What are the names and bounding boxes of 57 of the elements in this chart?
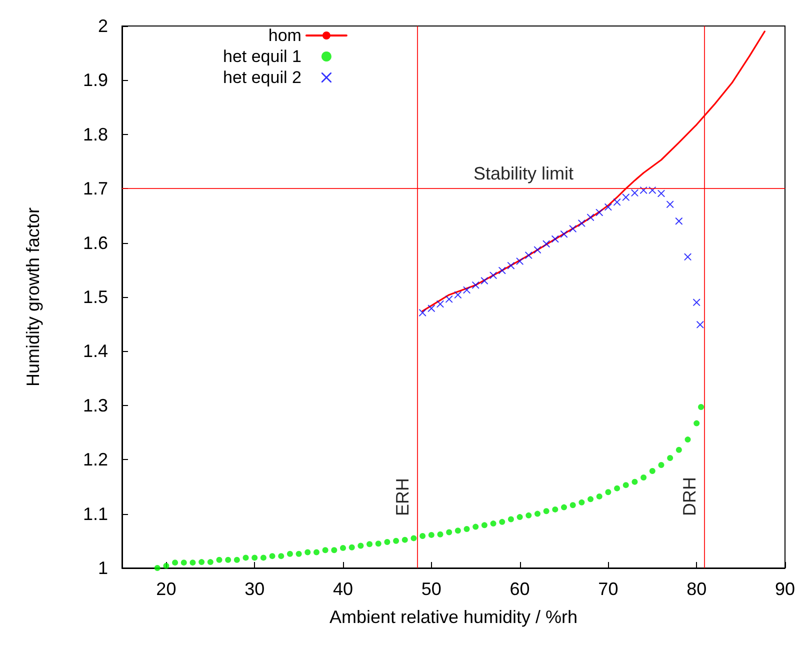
point bbox=[675, 218, 682, 225]
y-tick-label: 1.5 bbox=[82, 287, 108, 307]
x-tick-label: 30 bbox=[244, 579, 265, 599]
point bbox=[534, 246, 541, 254]
x-tick-label: 90 bbox=[774, 579, 796, 599]
point bbox=[666, 200, 674, 208]
x-axis-title: Ambient relative humidity / %rh bbox=[329, 607, 578, 627]
point bbox=[693, 298, 700, 306]
y-tick-label: 1.9 bbox=[82, 70, 108, 90]
ref-line-label: DRH bbox=[680, 477, 700, 516]
y-tick-label: 1.8 bbox=[82, 124, 108, 144]
ref-line-label: Stability limit bbox=[473, 164, 574, 184]
point bbox=[631, 189, 638, 196]
y-tick-label: 1.3 bbox=[82, 395, 108, 416]
y-tick-label: 1.6 bbox=[82, 232, 108, 253]
point bbox=[552, 236, 559, 243]
point bbox=[614, 198, 621, 206]
y-tick-label: 1 bbox=[98, 558, 108, 578]
x-tick-label: 80 bbox=[686, 579, 707, 599]
x-tick-label: 40 bbox=[332, 579, 354, 599]
x-tick-label: 60 bbox=[510, 579, 530, 599]
point bbox=[419, 309, 426, 316]
point bbox=[696, 321, 704, 328]
point bbox=[560, 230, 568, 238]
point bbox=[622, 194, 630, 201]
point bbox=[684, 253, 692, 260]
legend-label: het equil 2 bbox=[223, 68, 302, 87]
point bbox=[542, 240, 550, 248]
legend-label: het equil 1 bbox=[223, 47, 302, 66]
point bbox=[525, 252, 532, 259]
point bbox=[490, 272, 497, 279]
x-tick-label: 50 bbox=[421, 579, 442, 599]
y-tick-label: 1.7 bbox=[82, 178, 108, 199]
point bbox=[428, 304, 435, 312]
point bbox=[507, 262, 514, 270]
y-tick-label: 1.2 bbox=[82, 450, 108, 470]
point bbox=[463, 286, 470, 294]
point bbox=[578, 220, 586, 227]
point bbox=[498, 266, 506, 274]
point bbox=[436, 300, 444, 308]
y-axis-title: Humidity growth factor bbox=[23, 207, 43, 387]
legend-label: hom bbox=[268, 26, 302, 45]
point bbox=[446, 296, 453, 303]
point bbox=[569, 225, 576, 232]
x-tick-label: 70 bbox=[598, 579, 618, 599]
point bbox=[516, 258, 524, 265]
point bbox=[596, 208, 603, 216]
y-tick-label: 1.1 bbox=[82, 504, 108, 524]
y-tick-label: 1.4 bbox=[82, 341, 108, 362]
point bbox=[472, 282, 480, 289]
point bbox=[604, 204, 612, 211]
point bbox=[454, 291, 462, 298]
ref-line-label: ERH bbox=[392, 478, 412, 516]
point bbox=[587, 214, 594, 221]
y-tick-label: 2 bbox=[98, 16, 108, 36]
x-tick-label: 20 bbox=[156, 579, 176, 599]
point bbox=[480, 277, 488, 284]
